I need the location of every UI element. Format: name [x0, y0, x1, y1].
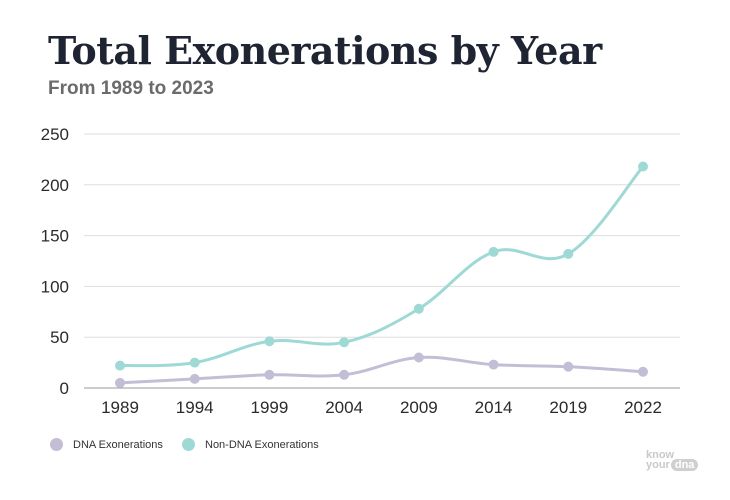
- data-point-dna-exonerations: [115, 377, 125, 388]
- series-lines: [118, 165, 645, 385]
- chart-title: Total Exonerations by Year: [48, 28, 602, 73]
- legend-item-dna: DNA Exonerations: [50, 438, 163, 451]
- legend-label-non-dna: Non-DNA Exonerations: [205, 438, 319, 451]
- data-point-non-dna-exonerations: [189, 357, 200, 368]
- data-point-dna-exonerations: [563, 361, 574, 372]
- chart-subtitle: From 1989 to 2023: [48, 78, 214, 99]
- x-axis-ticks: 1989 1994 1999 2004 2009 2014 2019 2022: [101, 398, 662, 417]
- x-tick-label: 2014: [475, 398, 513, 417]
- x-tick-label: 1999: [251, 398, 289, 417]
- data-point-non-dna-exonerations: [488, 246, 499, 257]
- grid: [84, 133, 680, 389]
- data-point-dna-exonerations: [413, 352, 424, 363]
- logo-dna: dna: [670, 459, 699, 471]
- y-tick-label: 50: [50, 328, 69, 347]
- y-tick-label: 200: [41, 176, 69, 195]
- x-tick-label: 2009: [400, 398, 438, 417]
- data-point-dna-exonerations: [638, 366, 648, 377]
- legend-dot-non-dna: [182, 438, 195, 451]
- data-point-dna-exonerations: [264, 369, 275, 380]
- x-tick-label: 2004: [325, 398, 363, 417]
- x-tick-label: 1994: [176, 398, 214, 417]
- legend-label-dna: DNA Exonerations: [73, 438, 163, 451]
- data-point-dna-exonerations: [339, 369, 350, 380]
- data-point-non-dna-exonerations: [264, 336, 275, 347]
- y-tick-label: 250: [41, 125, 69, 144]
- series-line-dna-exonerations: [118, 355, 645, 385]
- logo-your: your: [646, 459, 670, 471]
- y-axis-ticks: 0 50 100 150 200 250: [41, 125, 69, 398]
- legend-dot-dna: [50, 438, 63, 451]
- data-point-non-dna-exonerations: [115, 360, 125, 371]
- logo-line1: know: [646, 449, 675, 461]
- y-tick-label: 150: [41, 227, 69, 246]
- data-point-dna-exonerations: [488, 359, 499, 370]
- x-tick-label: 2022: [624, 398, 662, 417]
- data-point-non-dna-exonerations: [638, 161, 648, 172]
- data-point-non-dna-exonerations: [413, 303, 424, 314]
- data-point-non-dna-exonerations: [563, 248, 574, 259]
- x-tick-label: 2019: [549, 398, 587, 417]
- legend-item-non-dna: Non-DNA Exonerations: [182, 438, 319, 451]
- y-tick-label: 0: [60, 379, 69, 398]
- series-line-non-dna-exonerations: [118, 165, 645, 368]
- x-tick-label: 1989: [101, 398, 139, 417]
- data-point-non-dna-exonerations: [339, 337, 350, 348]
- data-points: [115, 161, 648, 388]
- data-point-dna-exonerations: [189, 373, 200, 384]
- brand-logo: know your dna: [646, 449, 699, 471]
- logo-line2: your dna: [646, 459, 699, 471]
- y-tick-label: 100: [41, 277, 69, 296]
